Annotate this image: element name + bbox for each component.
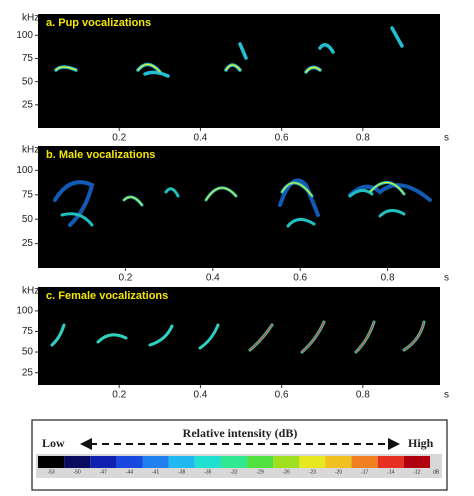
pup-cores: [55, 63, 321, 73]
colorbar-label: -26: [283, 469, 290, 475]
colorbar-cell: [38, 456, 65, 468]
x-tick-label: 0.6: [275, 133, 289, 144]
colorbar-cell: [168, 456, 195, 468]
x-axis-label: s: [444, 133, 449, 144]
colorbar-label: -44: [126, 469, 133, 475]
x-tick-label: 0.6: [275, 390, 289, 401]
colorbar-label: -12: [413, 469, 420, 475]
colorbar-label: -20: [335, 469, 342, 475]
y-tick-label: 100: [16, 30, 33, 41]
x-axis-label: s: [444, 390, 449, 401]
x-tick-label: 0.4: [193, 390, 207, 401]
traces: [50, 26, 432, 354]
arrow-head-left: [80, 438, 92, 450]
colorbar-cell: [403, 456, 430, 468]
colorbar-cell: [194, 456, 221, 468]
y-axis-label: kHz: [22, 145, 39, 156]
legend-low: Low: [42, 436, 65, 450]
colorbar-cell: [273, 456, 300, 468]
x-tick-label: 0.2: [118, 273, 132, 284]
y-tick-label: 25: [22, 238, 34, 249]
x-tick-label: 0.2: [112, 133, 126, 144]
y-tick-label: 25: [22, 99, 34, 110]
x-tick-label: 0.8: [381, 273, 395, 284]
male-cores: [123, 182, 405, 206]
y-tick-label: 100: [16, 306, 33, 317]
colorbar-cell: [116, 456, 143, 468]
colorbar-label: -53: [47, 469, 54, 475]
colorbar-cell: [64, 456, 91, 468]
y-axis-label: kHz: [22, 286, 39, 297]
colorbar-cell: [142, 456, 169, 468]
x-tick-label: 0.6: [293, 273, 307, 284]
colorbar-label: -47: [100, 469, 107, 475]
colorbar-cell: [377, 456, 404, 468]
colorbar-label: -29: [257, 469, 264, 475]
y-tick-label: 75: [22, 326, 34, 337]
y-tick-label: 75: [22, 53, 34, 64]
colorbar-label: -35: [204, 469, 211, 475]
x-tick-label: 0.8: [356, 390, 370, 401]
y-tick-label: 75: [22, 189, 34, 200]
colorbar-cell: [299, 456, 326, 468]
panel-title: b. Male vocalizations: [46, 149, 155, 161]
x-tick-label: 0.4: [193, 133, 207, 144]
y-tick-label: 100: [16, 165, 33, 176]
colorbar-cell: [247, 456, 274, 468]
colorbar-label: -14: [387, 469, 394, 475]
y-axis-label: kHz: [22, 13, 39, 24]
panel-title: a. Pup vocalizations: [46, 17, 151, 29]
colorbar-cell: [351, 456, 378, 468]
x-tick-label: 0.8: [356, 133, 370, 144]
x-axis-label: s: [444, 273, 449, 284]
colorbar-label: -23: [309, 469, 316, 475]
female-cores: [249, 321, 425, 353]
colorbar-label: -38: [178, 469, 185, 475]
colorbar-label: -17: [361, 469, 368, 475]
spectrogram-b: [38, 146, 440, 268]
y-tick-label: 50: [22, 347, 34, 358]
colorbar-cell: [90, 456, 117, 468]
colorbar-label: -32: [230, 469, 237, 475]
y-tick-label: 50: [22, 76, 34, 87]
colorbar-cell: [325, 456, 352, 468]
x-tick-label: 0.4: [206, 273, 220, 284]
colorbar-cell: [220, 456, 248, 468]
x-tick-label: 0.2: [112, 390, 126, 401]
legend-title: Relative intensity (dB): [183, 426, 298, 440]
arrow-head-right: [388, 438, 400, 450]
colorbar-label: -50: [74, 469, 81, 475]
colorbar-label: -41: [152, 469, 159, 475]
legend-high: High: [408, 436, 434, 450]
colorbar-unit: dB: [433, 469, 440, 475]
y-tick-label: 25: [22, 367, 34, 378]
y-tick-label: 50: [22, 214, 34, 225]
panel-title: c. Female vocalizations: [46, 290, 168, 302]
